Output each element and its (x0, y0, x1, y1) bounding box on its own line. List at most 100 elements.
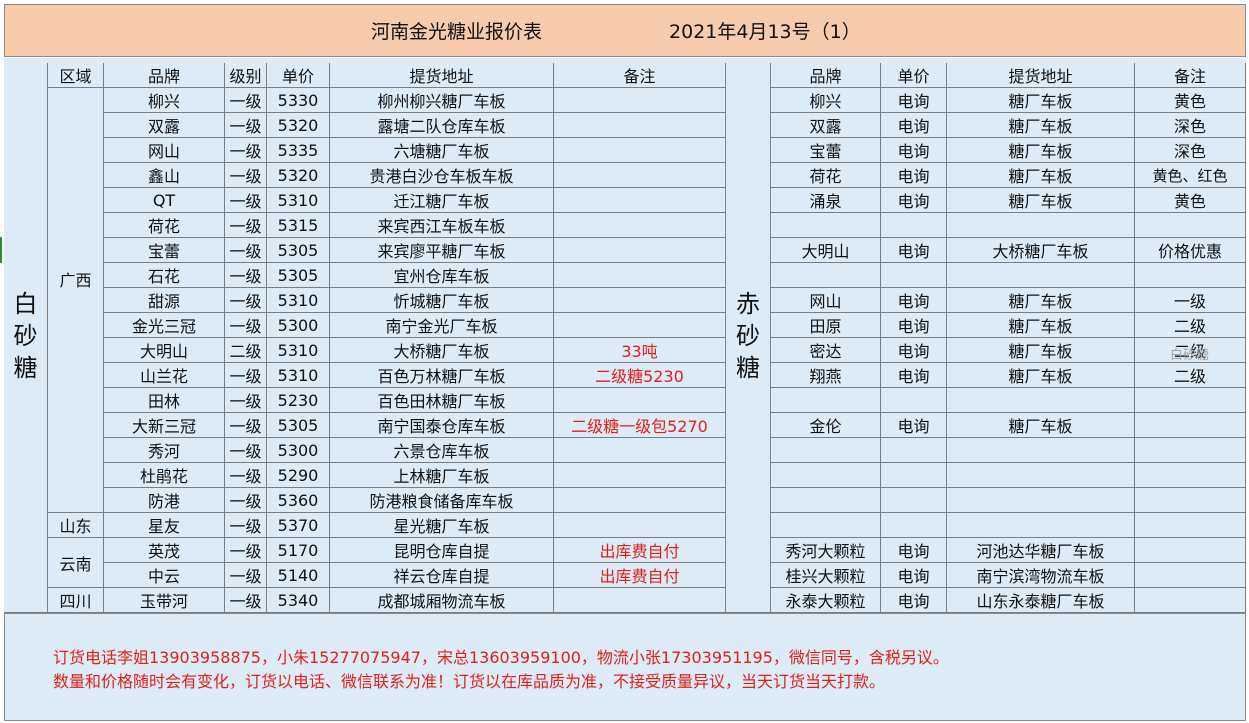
header-grade: 级别 (225, 63, 267, 88)
brown-address-cell: 糖厂车板 (947, 338, 1135, 363)
brown-price-cell: 电询 (881, 313, 947, 338)
address-cell: 大桥糖厂车板 (330, 338, 554, 363)
address-cell: 昆明仓库自提 (330, 538, 554, 563)
address-cell: 露塘二队仓库车板 (330, 113, 554, 138)
address-cell: 祥云仓库自提 (330, 563, 554, 588)
price-cell: 5300 (267, 438, 330, 463)
brown-brand-cell: 永泰大颗粒 (771, 588, 881, 613)
brown-price-cell (881, 488, 947, 513)
brown-brand-cell: 宝蕾 (771, 138, 881, 163)
note-cell: 出库费自付 (554, 538, 726, 563)
address-cell: 六景仓库车板 (330, 438, 554, 463)
brown-sugar-label-char: 赤 (736, 290, 760, 318)
price-cell: 5305 (267, 263, 330, 288)
grade-cell: 一级 (225, 438, 267, 463)
footer-notes: 订货电话李姐13903958875，小朱15277075947，宋总136039… (4, 613, 1246, 721)
brown-note-cell: 深色 (1135, 113, 1246, 138)
address-cell: 宜州仓库车板 (330, 263, 554, 288)
brown-address-cell: 糖厂车板 (947, 163, 1135, 188)
brown-address-cell (947, 388, 1135, 413)
price-cell: 5335 (267, 138, 330, 163)
price-cell: 5370 (267, 513, 330, 538)
header-price: 单价 (267, 63, 330, 88)
brown-price-cell: 电询 (881, 288, 947, 313)
price-cell: 5310 (267, 288, 330, 313)
brown-price-cell: 电询 (881, 588, 947, 613)
region-cell: 山东 (48, 513, 104, 538)
note-cell (554, 213, 726, 238)
brown-header-note: 备注 (1135, 63, 1246, 88)
white-sugar-label: 白砂糖 (4, 63, 48, 613)
brown-price-cell: 电询 (881, 538, 947, 563)
address-cell: 百色田林糖厂车板 (330, 388, 554, 413)
note-cell (554, 138, 726, 163)
price-cell: 5305 (267, 413, 330, 438)
address-cell: 成都城厢物流车板 (330, 588, 554, 613)
brown-note-cell: 二级 (1135, 338, 1246, 363)
address-cell: 防港粮食储备库车板 (330, 488, 554, 513)
brown-note-cell: 深色 (1135, 138, 1246, 163)
brown-note-cell (1135, 438, 1246, 463)
brown-address-cell: 糖厂车板 (947, 188, 1135, 213)
brown-brand-cell: 荷花 (771, 163, 881, 188)
brown-brand-cell: 网山 (771, 288, 881, 313)
brown-price-cell (881, 513, 947, 538)
region-cell: 云南 (48, 538, 104, 588)
grade-cell: 一级 (225, 113, 267, 138)
brown-note-cell: 黄色 (1135, 188, 1246, 213)
brand-cell: 大新三冠 (104, 413, 225, 438)
brown-price-cell: 电询 (881, 188, 947, 213)
note-cell (554, 463, 726, 488)
grade-cell: 一级 (225, 163, 267, 188)
brown-price-cell (881, 213, 947, 238)
brand-cell: 柳兴 (104, 88, 225, 113)
note-cell (554, 388, 726, 413)
header-brand: 品牌 (104, 63, 225, 88)
note-cell: 出库费自付 (554, 563, 726, 588)
address-cell: 柳州柳兴糖厂车板 (330, 88, 554, 113)
brown-note-cell (1135, 513, 1246, 538)
row-marker (0, 237, 2, 263)
grade-cell: 一级 (225, 388, 267, 413)
note-cell (554, 288, 726, 313)
note-cell (554, 488, 726, 513)
price-cell: 5300 (267, 313, 330, 338)
brown-brand-cell: 翔燕 (771, 363, 881, 388)
grade-cell: 一级 (225, 588, 267, 613)
price-cell: 5305 (267, 238, 330, 263)
brown-note-cell (1135, 463, 1246, 488)
brown-price-cell (881, 388, 947, 413)
brown-address-cell (947, 438, 1135, 463)
brown-note-cell (1135, 263, 1246, 288)
brown-address-cell (947, 263, 1135, 288)
brown-brand-cell: 田原 (771, 313, 881, 338)
grade-cell: 一级 (225, 213, 267, 238)
brown-price-cell: 电询 (881, 563, 947, 588)
brand-cell: 山兰花 (104, 363, 225, 388)
note-cell: 二级糖5230 (554, 363, 726, 388)
brown-price-cell: 电询 (881, 413, 947, 438)
brown-address-cell: 糖厂车板 (947, 88, 1135, 113)
brown-price-cell (881, 463, 947, 488)
brown-sugar-label-char: 糖 (736, 354, 760, 382)
grade-cell: 二级 (225, 338, 267, 363)
grade-cell: 一级 (225, 488, 267, 513)
price-cell: 5310 (267, 363, 330, 388)
brown-header-price: 单价 (881, 63, 947, 88)
brown-note-cell (1135, 538, 1246, 563)
brown-price-cell: 电询 (881, 113, 947, 138)
brown-address-cell: 河池达华糖厂车板 (947, 538, 1135, 563)
title-bar: 河南金光糖业报价表 2021年4月13号（1） (4, 4, 1246, 57)
brand-cell: QT (104, 188, 225, 213)
note-cell (554, 238, 726, 263)
header-region: 区域 (48, 63, 104, 88)
grade-cell: 一级 (225, 513, 267, 538)
brand-cell: 荷花 (104, 213, 225, 238)
brown-note-cell (1135, 213, 1246, 238)
brown-address-cell: 糖厂车板 (947, 138, 1135, 163)
brand-cell: 宝蕾 (104, 238, 225, 263)
note-cell (554, 88, 726, 113)
brown-brand-cell (771, 388, 881, 413)
address-cell: 百色万林糖厂车板 (330, 363, 554, 388)
